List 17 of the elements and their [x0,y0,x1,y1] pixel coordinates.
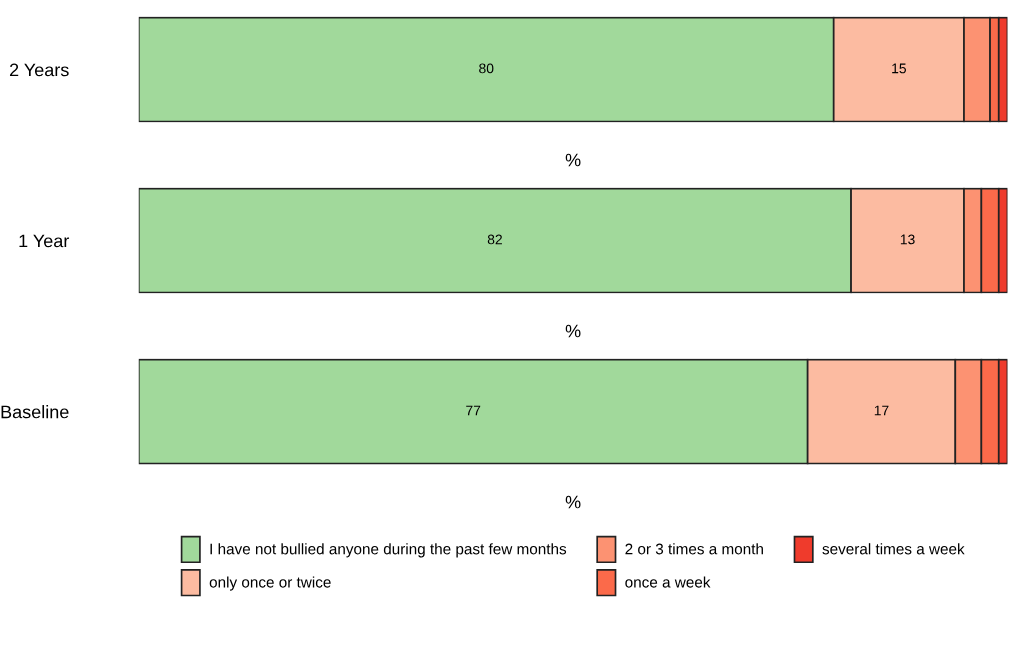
data-label: 80 [479,63,494,74]
data-label: 17 [874,405,889,416]
x-axis-title: % [565,153,581,167]
legend-label: several times a week [822,543,965,555]
legend-label: only once or twice [209,576,331,591]
data-label: 15 [892,63,906,74]
legend-label: once a week [625,576,711,588]
x-axis-title: % [565,495,581,509]
x-axis-title: % [565,324,581,338]
y-tick-label: Baseline [1,405,69,419]
data-label: 82 [487,234,502,245]
y-tick-label: 2 Years [9,63,69,77]
y-tick-label: 1 Year [19,234,70,248]
legend-label: 2 or 3 times a month [625,543,763,555]
data-label: 77 [466,405,481,416]
data-label: 13 [900,234,915,245]
legend-label: I have not bullied anyone during the past few months [210,543,567,558]
